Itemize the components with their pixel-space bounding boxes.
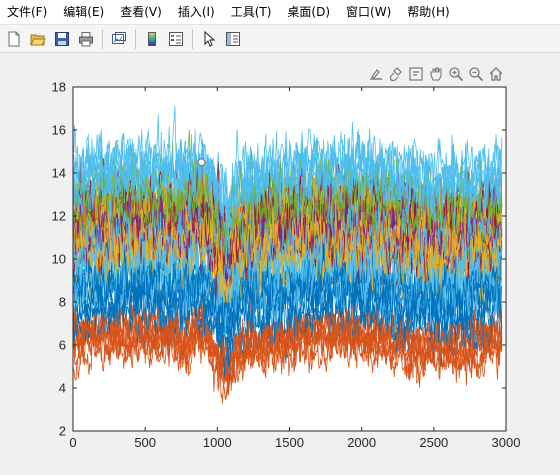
y-tick-label: 16 — [52, 123, 66, 138]
series-line — [72, 137, 503, 256]
y-tick-label: 6 — [59, 338, 66, 353]
menu-file[interactable]: 文件(F) — [7, 5, 48, 19]
toolbar-separator — [192, 28, 193, 49]
menu-window[interactable]: 窗口(W) — [346, 5, 392, 19]
series-line — [72, 237, 503, 346]
home-icon[interactable] — [486, 64, 505, 84]
data-marker — [197, 158, 206, 167]
menu-edit[interactable]: 编辑(E) — [63, 5, 105, 19]
x-tick-label: 0 — [69, 435, 76, 450]
y-tick-label: 8 — [59, 295, 66, 310]
save-icon[interactable] — [51, 28, 73, 50]
insert-colorbar-icon[interactable] — [141, 28, 163, 50]
brush-icon[interactable] — [386, 64, 405, 84]
property-inspector-icon[interactable] — [222, 28, 244, 50]
x-tick-label: 2000 — [347, 435, 376, 450]
y-tick-label: 4 — [59, 381, 66, 396]
zoom-out-icon[interactable] — [466, 64, 485, 84]
open-file-icon[interactable] — [27, 28, 49, 50]
edit-plot-arrow-icon[interactable] — [198, 28, 220, 50]
export-icon[interactable] — [366, 64, 385, 84]
insert-legend-icon[interactable] — [165, 28, 187, 50]
x-tick-label: 1000 — [203, 435, 232, 450]
print-icon[interactable] — [75, 28, 97, 50]
y-tick-label: 12 — [52, 209, 66, 224]
figure-toolbar — [0, 25, 560, 53]
menu-desktop[interactable]: 桌面(D) — [287, 5, 331, 19]
menu-tools[interactable]: 工具(T) — [230, 5, 272, 19]
x-tick-label: 500 — [134, 435, 156, 450]
series-line — [72, 304, 503, 384]
datatip-icon[interactable] — [406, 64, 425, 84]
link-plot-icon[interactable] — [108, 28, 130, 50]
y-tick-label: 10 — [52, 252, 66, 267]
y-tick-label: 18 — [52, 80, 66, 95]
pan-icon[interactable] — [426, 64, 445, 84]
x-tick-label: 2500 — [419, 435, 448, 450]
x-tick-label: 3000 — [492, 435, 521, 450]
menu-view[interactable]: 查看(V) — [120, 5, 162, 19]
series-line — [72, 324, 503, 404]
new-figure-icon[interactable] — [3, 28, 25, 50]
y-tick-label: 14 — [52, 166, 66, 181]
series-line — [72, 316, 503, 392]
toolbar-separator — [135, 28, 136, 49]
series-line — [72, 205, 503, 303]
x-tick-label: 1500 — [275, 435, 304, 450]
zoom-in-icon[interactable] — [446, 64, 465, 84]
menu-bar: 文件(F) 编辑(E) 查看(V) 插入(I) 工具(T) 桌面(D) 窗口(W… — [0, 0, 560, 25]
toolbar-separator — [102, 28, 103, 49]
y-tick-label: 2 — [59, 424, 66, 439]
menu-help[interactable]: 帮助(H) — [407, 5, 450, 19]
axes-toolbar — [366, 64, 505, 84]
menu-insert[interactable]: 插入(I) — [177, 5, 215, 19]
